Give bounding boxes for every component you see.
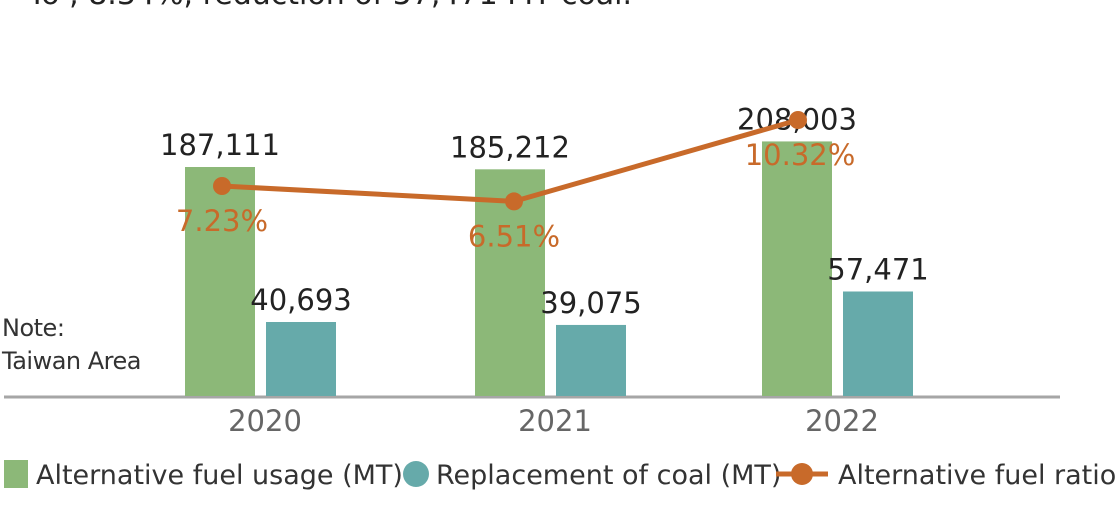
legend-label-alt-fuel: Alternative fuel usage (MT) [36, 460, 403, 491]
x-tick-2021: 2021 [518, 404, 592, 438]
bar-coal-2022 [843, 291, 913, 396]
legend-circle-icon [403, 461, 429, 487]
label-coal-2022: 57,471 [827, 252, 928, 286]
chart-note: Note: Taiwan Area [2, 312, 141, 378]
bar-coal-2020 [266, 322, 336, 396]
ratio-label-2021: 6.51% [468, 219, 560, 253]
note-line-1: Note: [2, 314, 65, 342]
header-text: To , 8.34%, reduction of 57,471 MT coal. [27, 0, 632, 12]
legend: Alternative fuel usage (MT) Replacement o… [4, 460, 1116, 491]
bar-alt-fuel-2022 [762, 141, 832, 396]
x-tick-2020: 2020 [228, 404, 302, 438]
ratio-point-2022 [789, 111, 807, 129]
x-tick-2022: 2022 [805, 404, 879, 438]
label-coal-2020: 40,693 [250, 283, 351, 317]
label-alt-fuel-2020: 187,111 [160, 128, 280, 162]
ratio-point-2020 [213, 177, 231, 195]
legend-dot-icon [791, 463, 813, 485]
plot-area: 187,111185,212208,00340,69339,07557,4717… [4, 102, 1060, 438]
ratio-label-2022: 10.32% [745, 138, 856, 172]
ratio-point-2021 [505, 192, 523, 211]
ratio-label-2020: 7.23% [176, 204, 268, 238]
label-alt-fuel-2021: 185,212 [450, 130, 570, 164]
legend-label-coal: Replacement of coal (MT) [436, 460, 781, 491]
note-line-2: Taiwan Area [2, 347, 141, 375]
label-coal-2021: 39,075 [540, 286, 641, 320]
legend-label-ratio: Alternative fuel ratio [838, 460, 1116, 491]
bar-alt-fuel-2020 [185, 167, 255, 396]
legend-square-icon [4, 460, 28, 488]
bar-coal-2021 [556, 324, 626, 396]
